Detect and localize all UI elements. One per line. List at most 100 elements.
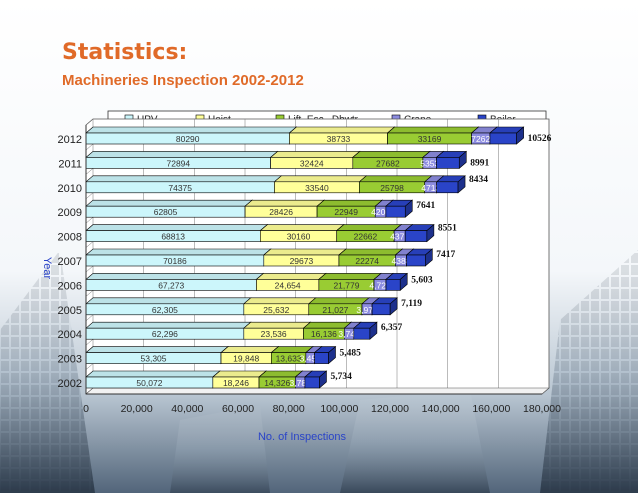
data-label: 25798 — [380, 183, 404, 193]
data-label: 24,654 — [275, 280, 301, 290]
data-label: 22274 — [355, 256, 379, 266]
y-tick-label: 2005 — [58, 305, 82, 317]
data-label: 62,305 — [152, 305, 178, 315]
data-label: 70186 — [163, 256, 187, 266]
data-label: 32424 — [300, 158, 324, 168]
data-label: 62,296 — [152, 329, 178, 339]
data-label: 27682 — [376, 158, 400, 168]
data-label: 18,246 — [223, 378, 249, 388]
boiler-data-label: 7,119 — [401, 299, 422, 309]
axes: 0 20,000 40,000 60,000 80,000 100,000 120,000 1… — [58, 125, 561, 415]
data-label: 38733 — [327, 134, 351, 144]
bar-segment-boiler — [385, 199, 414, 218]
bar-segment-boiler — [489, 126, 525, 145]
row-separator — [85, 363, 94, 370]
data-label: 22662 — [354, 232, 378, 242]
boiler-data-label: 5,603 — [411, 275, 433, 285]
data-label: 23,536 — [261, 329, 287, 339]
x-tick-label: 20,000 — [121, 403, 153, 415]
y-tick-label: 2011 — [58, 158, 82, 170]
data-label: 16,136 — [311, 329, 337, 339]
row-separator — [85, 143, 94, 151]
bar-segment-boiler — [435, 175, 466, 194]
data-label: 3,740 — [338, 329, 360, 339]
data-label: 22949 — [334, 207, 358, 217]
data-label: 5353 — [420, 158, 439, 168]
data-label: 4713 — [421, 183, 440, 193]
x-tick-label: 120,000 — [371, 403, 409, 415]
row-separator — [85, 241, 94, 248]
bar-segment-boiler — [313, 345, 337, 365]
row-separator — [85, 314, 94, 321]
boiler-data-label: 7417 — [436, 250, 455, 260]
data-label: 72894 — [167, 158, 191, 168]
boiler-data-label: 5,734 — [330, 372, 352, 382]
data-label: 74375 — [168, 183, 192, 193]
data-label: 13,633 — [276, 354, 302, 364]
data-label: 3,451 — [300, 354, 322, 364]
data-label: 21,779 — [333, 280, 359, 290]
row-separator — [85, 168, 94, 175]
data-label: 7262 — [471, 134, 490, 144]
y-axis-label: Year — [41, 257, 53, 280]
x-tick-label: 160,000 — [472, 403, 510, 415]
data-label: 4371 — [390, 232, 409, 242]
data-label: 33169 — [418, 134, 442, 144]
data-label: 29673 — [290, 256, 314, 266]
data-label: 19,848 — [233, 354, 259, 364]
x-axis-label: No. of Inspections — [258, 431, 347, 443]
bar-segment-boiler — [352, 321, 378, 340]
data-label: 33540 — [305, 183, 329, 193]
slide-title: Statistics: — [62, 40, 188, 65]
y-tick-label: 2012 — [58, 134, 82, 146]
data-label: 30160 — [287, 232, 311, 242]
boiler-data-label: 8434 — [469, 175, 488, 185]
x-tick-label: 60,000 — [222, 403, 254, 415]
bar-segment-boiler — [385, 272, 409, 292]
y-tick-label: 2008 — [58, 232, 82, 244]
row-separator — [85, 217, 94, 224]
boiler-data-label: 8551 — [438, 224, 457, 234]
bar-segment-boiler — [435, 150, 468, 170]
data-label: 28426 — [269, 207, 293, 217]
x-tick-label: 180,000 — [523, 403, 561, 415]
bar-segment-boiler — [371, 297, 398, 316]
row-separator — [85, 265, 94, 273]
boiler-data-label: 10526 — [528, 134, 552, 144]
row-separator — [85, 192, 94, 199]
data-label: 67,273 — [158, 280, 184, 290]
y-tick-label: 2002 — [58, 378, 82, 390]
x-tick-label: 140,000 — [422, 403, 460, 415]
data-label: 80290 — [176, 134, 200, 144]
bar-segment-boiler — [405, 248, 434, 267]
bar-segment-boiler — [304, 370, 328, 389]
data-label: 21,027 — [322, 305, 348, 315]
x-tick-label: 40,000 — [171, 403, 203, 415]
boiler-data-label: 7641 — [416, 201, 435, 211]
y-tick-label: 2009 — [58, 207, 82, 219]
x-tick-label: 0 — [83, 403, 89, 415]
bar-series: 80290 38733 33169 7262 10526 72894 32424 27682 5… — [85, 126, 552, 389]
y-tick-label: 2003 — [58, 354, 82, 366]
data-label: 4388 — [392, 256, 411, 266]
data-label: 4,727 — [369, 280, 391, 290]
boiler-data-label: 8991 — [470, 158, 489, 168]
plot-floor — [85, 387, 550, 395]
data-label: 25,632 — [263, 305, 289, 315]
y-tick-label: 2004 — [58, 329, 82, 341]
boiler-data-label: 6,357 — [381, 323, 403, 333]
data-label: 14,326 — [264, 378, 290, 388]
data-label: 3,970 — [356, 305, 378, 315]
data-label: 53,305 — [141, 354, 167, 364]
slide-subtitle: Machineries Inspection 2002-2012 — [62, 72, 304, 89]
bar-segment-boiler — [404, 223, 435, 243]
data-label: 68813 — [161, 232, 185, 242]
y-tick-label: 2006 — [58, 280, 82, 292]
x-tick-label: 80,000 — [273, 403, 305, 415]
y-tick-label: 2010 — [58, 183, 82, 195]
row-separator — [85, 339, 94, 346]
data-label: 50,072 — [136, 378, 162, 388]
data-label: 62805 — [154, 207, 178, 217]
row-separator — [85, 290, 94, 297]
